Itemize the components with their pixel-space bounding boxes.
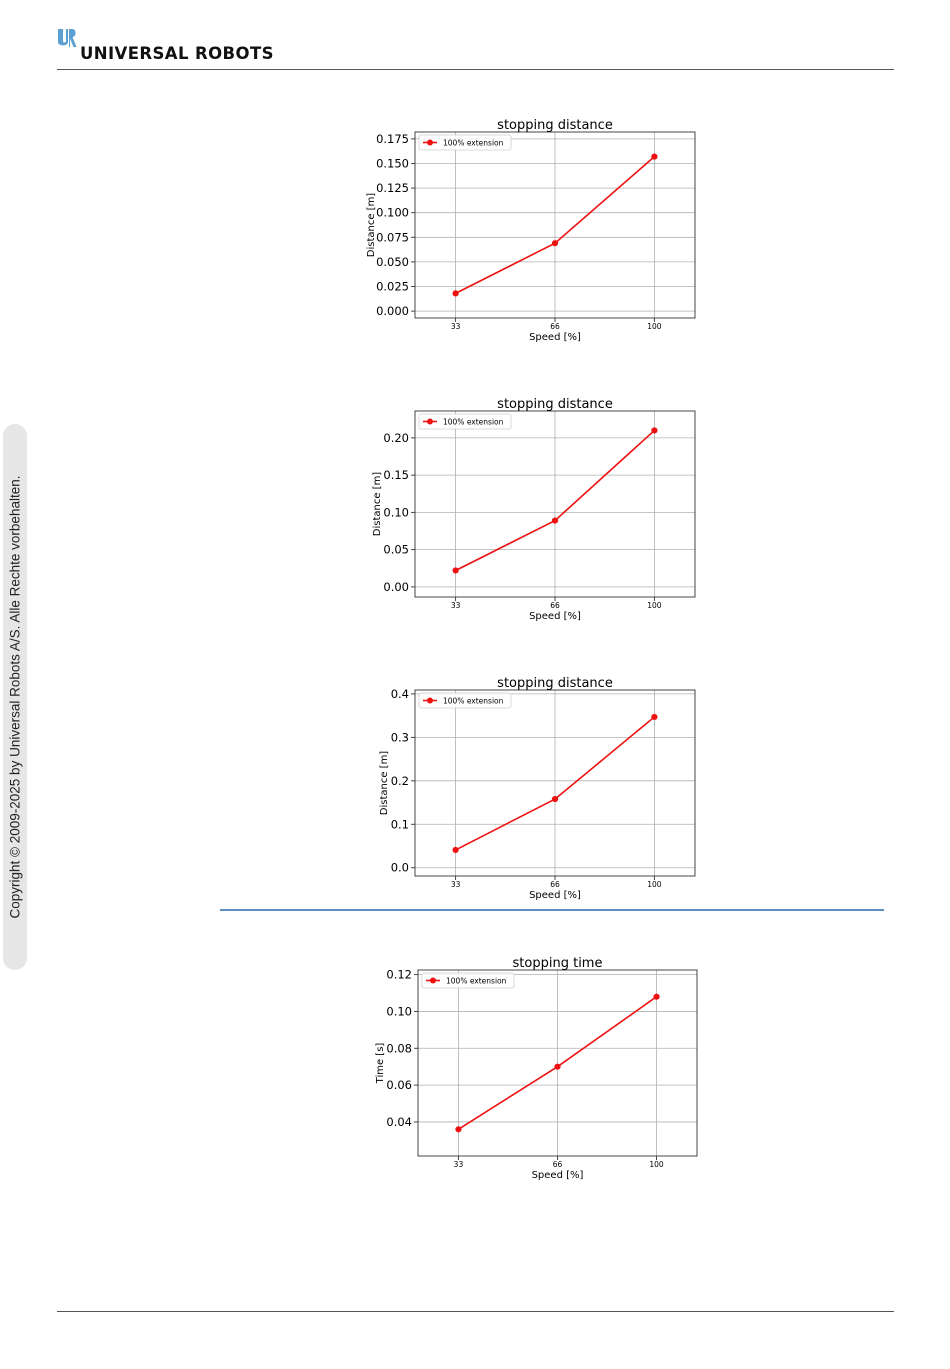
y-tick-label: 0.175 — [376, 132, 409, 146]
x-tick-label: 66 — [550, 601, 560, 610]
footer-divider — [57, 1311, 894, 1312]
y-tick-label: 0.075 — [376, 230, 409, 244]
brand-wordmark: UNIVERSAL ROBOTS — [80, 44, 274, 63]
x-tick-label: 33 — [451, 880, 461, 889]
data-point — [551, 240, 559, 247]
y-tick-label: 0.150 — [376, 156, 409, 170]
chart-title: stopping time — [513, 956, 603, 971]
header-divider — [57, 69, 894, 70]
brand-logo: UNIVERSAL ROBOTS — [57, 28, 277, 68]
x-tick-label: 66 — [550, 880, 560, 889]
y-tick-label: 0.1 — [391, 817, 409, 831]
legend-label: 100% extension — [443, 139, 504, 148]
y-tick-label: 0.00 — [383, 580, 409, 594]
data-point — [651, 713, 658, 721]
chart-title: stopping distance — [497, 397, 613, 412]
data-point — [551, 517, 559, 524]
x-axis-label: Speed [%] — [529, 890, 581, 901]
y-tick-label: 0.050 — [376, 255, 409, 269]
legend-label: 100% extension — [443, 418, 504, 427]
copyright-tab — [3, 424, 27, 970]
y-tick-label: 0.125 — [376, 181, 409, 195]
data-point — [452, 567, 459, 574]
x-axis-label: Speed [%] — [529, 332, 581, 343]
y-axis-label: Distance [m] — [366, 193, 377, 258]
data-point — [653, 993, 660, 1000]
data-point — [554, 1063, 561, 1070]
legend-box — [418, 692, 512, 709]
x-tick-label: 66 — [553, 1160, 563, 1169]
y-tick-label: 0.3 — [391, 730, 409, 744]
y-tick-label: 0.15 — [383, 468, 409, 482]
legend-swatch-marker — [427, 697, 433, 704]
legend-label: 100% extension — [443, 697, 504, 706]
data-point — [455, 1126, 462, 1133]
legend-swatch-marker — [427, 139, 433, 146]
x-axis-label: Speed [%] — [532, 1170, 584, 1181]
x-tick-label: 100 — [647, 601, 662, 610]
y-tick-label: 0.06 — [386, 1078, 412, 1092]
y-tick-label: 0.000 — [376, 304, 409, 318]
data-point — [452, 846, 459, 854]
legend-box — [421, 972, 515, 989]
y-tick-label: 0.4 — [391, 687, 409, 701]
y-tick-label: 0.12 — [386, 968, 412, 982]
y-tick-label: 0.0 — [391, 861, 409, 875]
legend-swatch-marker — [427, 418, 433, 425]
y-axis-label: Distance [m] — [372, 472, 383, 537]
x-tick-label: 100 — [647, 880, 662, 889]
y-tick-label: 0.2 — [391, 774, 409, 788]
x-axis-label: Speed [%] — [529, 611, 581, 622]
ur-logo-icon — [58, 29, 77, 47]
y-tick-label: 0.10 — [386, 1004, 412, 1018]
data-point — [651, 427, 658, 434]
x-tick-label: 33 — [451, 601, 461, 610]
y-tick-label: 0.04 — [386, 1115, 412, 1129]
y-axis-label: Time [s] — [375, 1043, 386, 1085]
y-axis-label: Distance [m] — [379, 751, 390, 816]
x-tick-label: 100 — [649, 1160, 664, 1169]
chart-title: stopping distance — [497, 118, 613, 133]
x-tick-label: 33 — [454, 1160, 464, 1169]
y-tick-label: 0.20 — [383, 431, 409, 445]
data-point — [551, 795, 559, 803]
legend-box — [418, 134, 512, 151]
legend-box — [418, 413, 512, 430]
chart-title: stopping distance — [497, 676, 613, 691]
y-tick-label: 0.100 — [376, 206, 409, 220]
data-point — [651, 153, 658, 160]
x-tick-label: 66 — [550, 322, 560, 331]
y-tick-label: 0.08 — [386, 1041, 412, 1055]
y-tick-label: 0.10 — [383, 505, 409, 519]
x-tick-label: 100 — [647, 322, 662, 331]
x-tick-label: 33 — [451, 322, 461, 331]
data-point — [452, 290, 459, 297]
legend-label: 100% extension — [446, 977, 507, 986]
legend-swatch-marker — [430, 977, 436, 984]
section-divider — [220, 909, 884, 911]
y-tick-label: 0.025 — [376, 280, 409, 294]
y-tick-label: 0.05 — [383, 543, 409, 557]
